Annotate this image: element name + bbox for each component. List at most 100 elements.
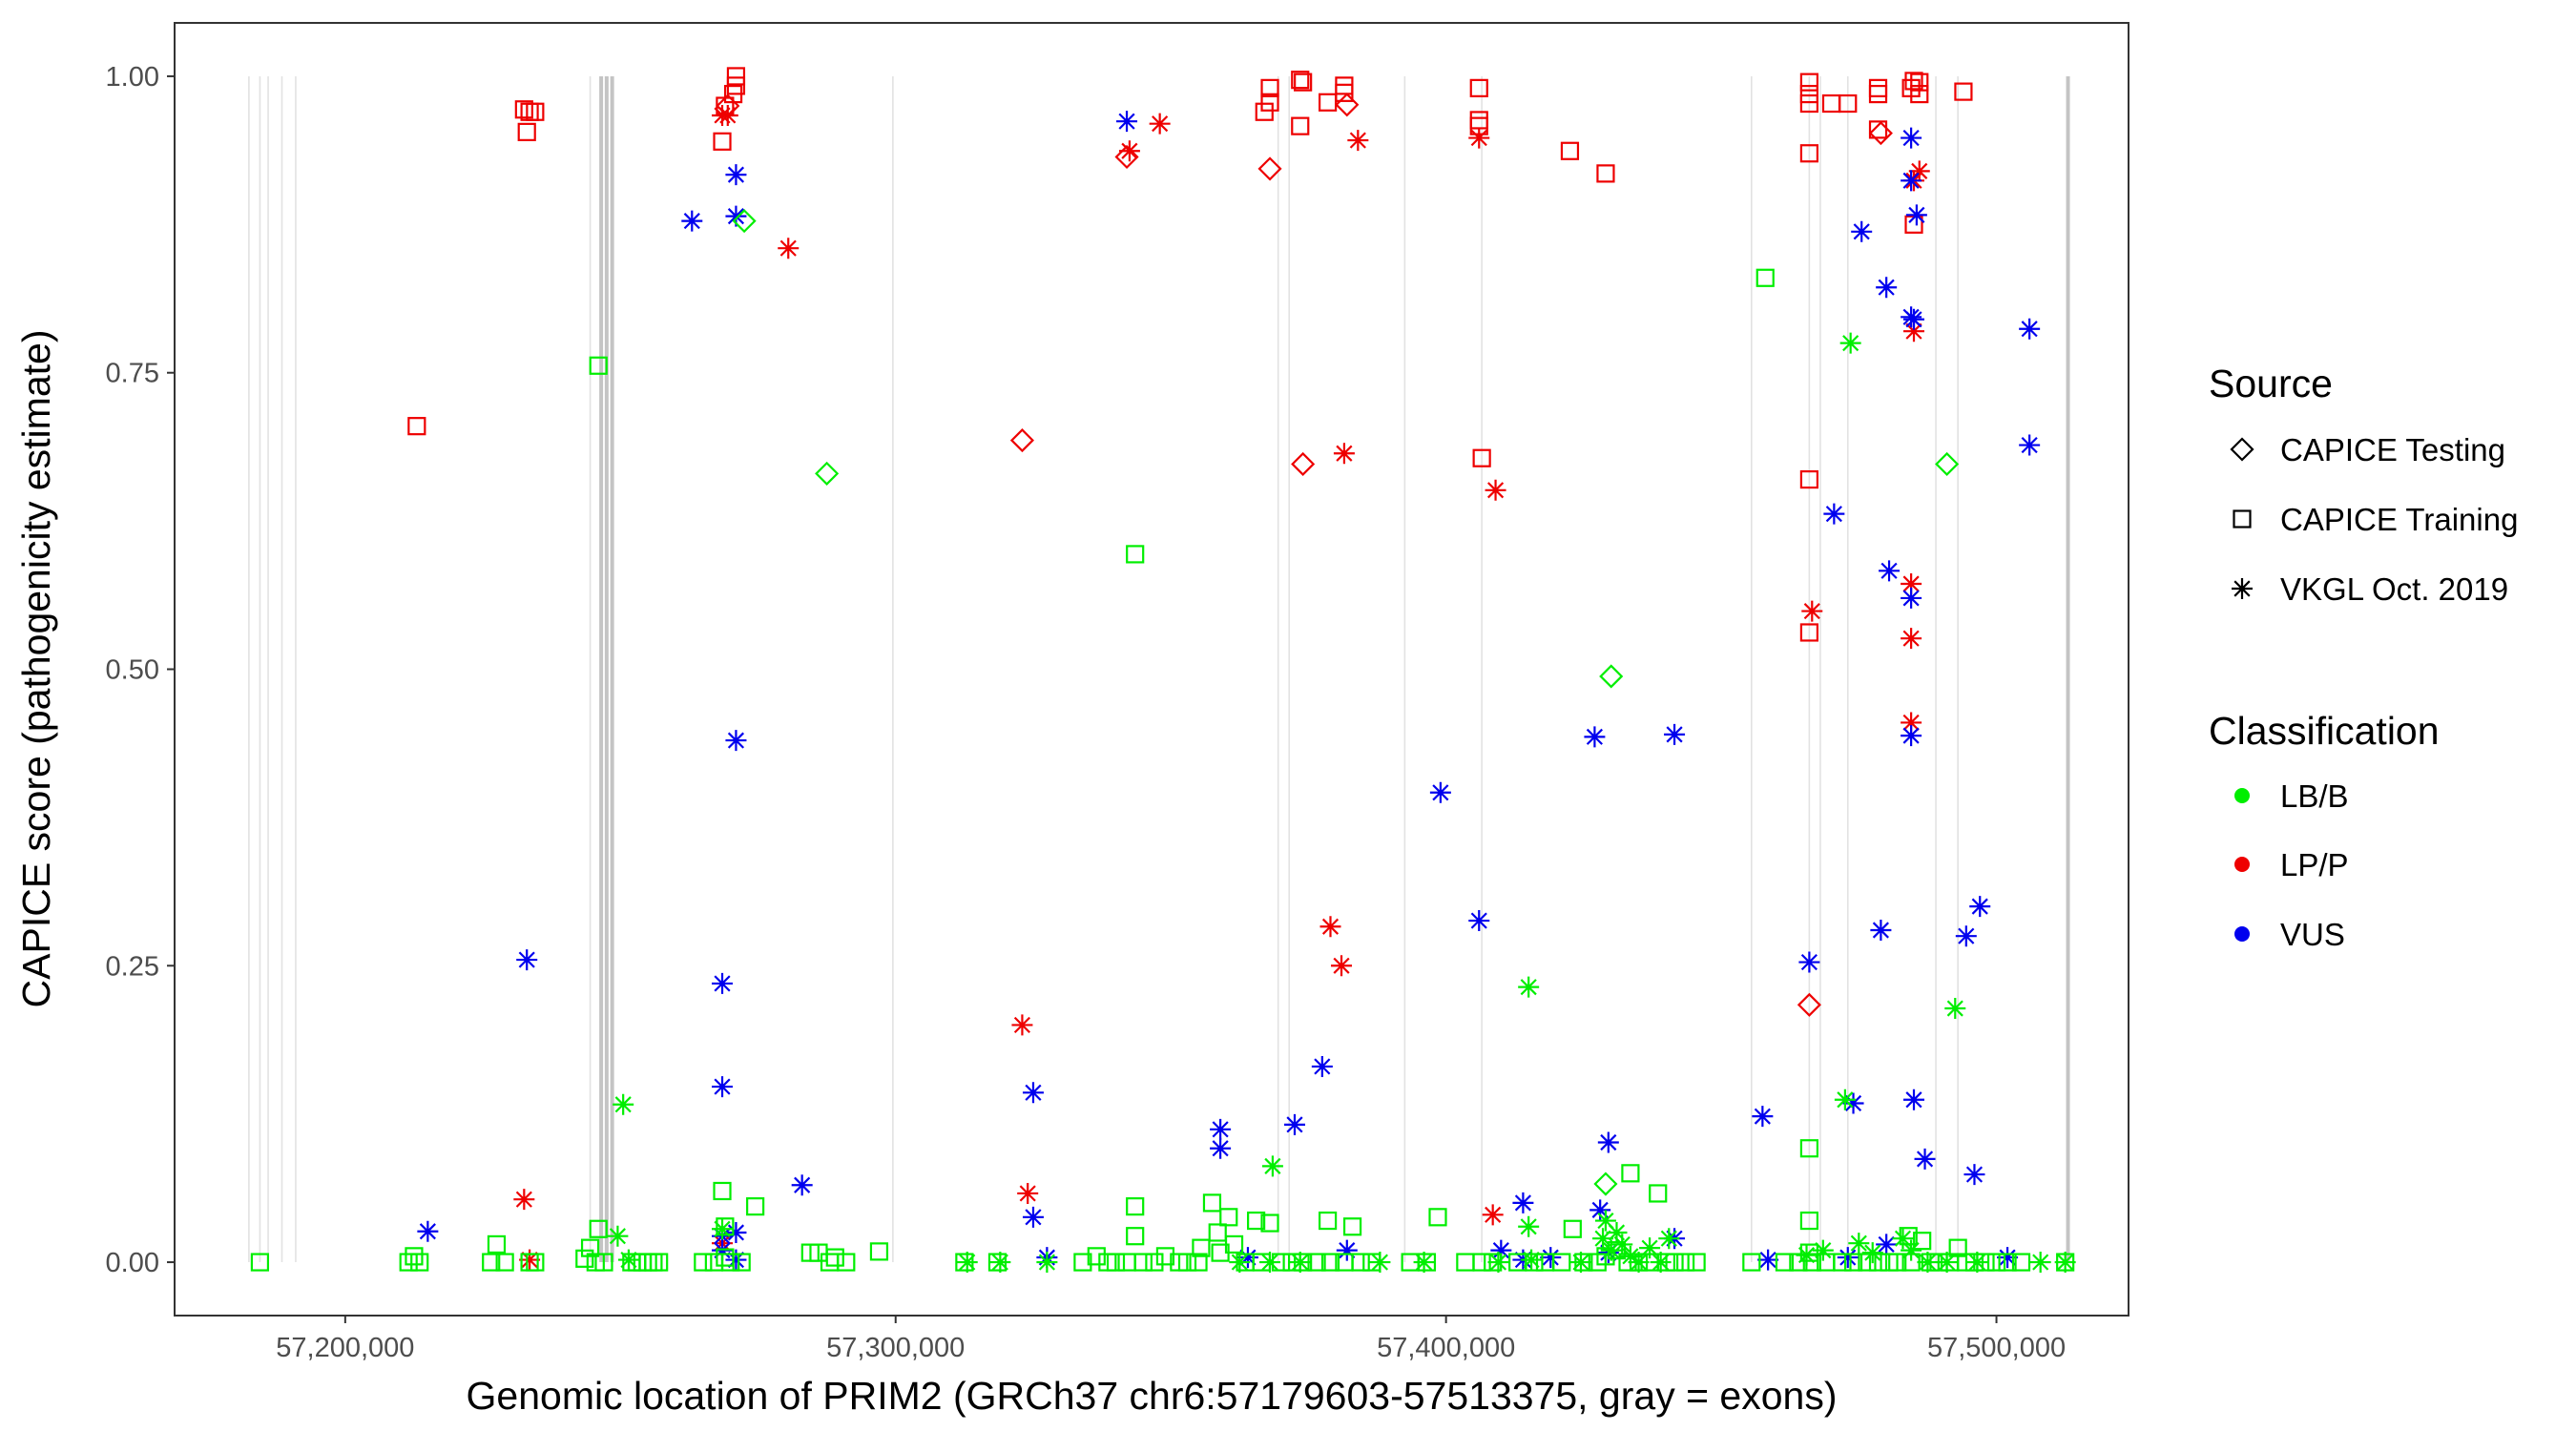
point-vkgl-lpp bbox=[1331, 955, 1353, 977]
point-training-lpp bbox=[1868, 78, 1888, 97]
point-training-lpp bbox=[1291, 116, 1310, 135]
point-training-lbb bbox=[1192, 1238, 1211, 1257]
point-training-lbb bbox=[732, 1253, 751, 1272]
point-vkgl-lbb bbox=[1289, 1252, 1311, 1274]
point-vkgl-vus bbox=[2019, 318, 2041, 340]
point-training-lbb bbox=[1126, 1227, 1145, 1246]
point-vkgl-vus bbox=[1969, 896, 1991, 918]
point-training-lbb bbox=[820, 1253, 840, 1272]
point-vkgl-vus bbox=[1311, 1055, 1333, 1077]
point-training-lpp bbox=[1596, 164, 1615, 183]
point-training-lbb bbox=[1428, 1208, 1447, 1227]
point-vkgl-vus bbox=[725, 1249, 747, 1271]
point-vkgl-lbb bbox=[1834, 1089, 1856, 1110]
point-training-lpp bbox=[1294, 73, 1313, 92]
point-training-lbb bbox=[1224, 1234, 1244, 1255]
point-training-lbb bbox=[1755, 268, 1775, 287]
y-axis-title: CAPICE score (pathogenicity estimate) bbox=[14, 330, 58, 1008]
point-vkgl-lbb bbox=[1036, 1252, 1058, 1274]
point-training-lbb bbox=[1073, 1253, 1092, 1272]
point-testing-lpp bbox=[1868, 121, 1893, 146]
point-vkgl-lpp bbox=[1118, 140, 1140, 162]
point-training-lbb bbox=[1833, 1253, 1852, 1272]
point-vkgl-vus bbox=[1210, 1137, 1232, 1159]
point-training-lbb bbox=[1525, 1253, 1544, 1272]
point-testing-lpp bbox=[1009, 428, 1034, 453]
point-vkgl-vus bbox=[1490, 1239, 1512, 1261]
point-vkgl-lbb bbox=[1892, 1228, 1914, 1250]
point-training-lbb bbox=[482, 1253, 501, 1272]
point-training-lbb bbox=[746, 1197, 765, 1216]
point-vkgl-lpp bbox=[1901, 572, 1922, 594]
point-vkgl-lpp bbox=[1482, 1204, 1504, 1226]
point-training-lbb bbox=[1202, 1193, 1222, 1213]
point-training-lbb bbox=[650, 1253, 669, 1272]
point-training-lbb bbox=[704, 1253, 723, 1272]
point-vkgl-lbb bbox=[1594, 1210, 1616, 1232]
point-training-lpp bbox=[1799, 93, 1818, 114]
point-training-lpp bbox=[726, 67, 746, 86]
x-tick-label: 57,300,000 bbox=[826, 1333, 965, 1363]
legend-key-lbb bbox=[2234, 788, 2250, 803]
legend-key-lpp bbox=[2234, 857, 2250, 872]
point-training-lbb bbox=[1117, 1253, 1136, 1272]
point-training-lbb bbox=[1913, 1232, 1932, 1251]
legend-label-capice-testing: CAPICE Testing bbox=[2280, 432, 2505, 467]
point-training-lpp bbox=[713, 132, 732, 151]
series-testing-lpp bbox=[716, 93, 1893, 1017]
point-training-lbb bbox=[1133, 1253, 1153, 1272]
point-training-lbb bbox=[1687, 1253, 1706, 1272]
point-vkgl-lpp bbox=[1901, 628, 1922, 650]
point-vkgl-vus bbox=[1914, 1148, 1936, 1170]
point-training-lbb bbox=[1563, 1219, 1582, 1238]
point-vkgl-vus bbox=[791, 1174, 813, 1196]
legend-classification: Classification LB/B LP/P VUS bbox=[2209, 709, 2440, 952]
legend-key-vus bbox=[2234, 926, 2250, 942]
point-vkgl-lbb bbox=[1261, 1155, 1283, 1177]
point-training-lpp bbox=[517, 122, 536, 141]
legend-source: Source CAPICE Testing CAPICE Training VK… bbox=[2209, 362, 2518, 607]
point-training-lpp bbox=[1839, 93, 1858, 114]
point-vkgl-vus bbox=[1842, 1092, 1864, 1114]
point-training-lpp bbox=[1904, 72, 1923, 91]
point-vkgl-lbb bbox=[1569, 1252, 1591, 1274]
point-training-lbb bbox=[825, 1248, 844, 1267]
point-vkgl-lpp bbox=[1468, 127, 1490, 149]
point-training-lbb bbox=[721, 1253, 740, 1272]
legend-label-vus: VUS bbox=[2280, 917, 2345, 952]
point-vkgl-vus bbox=[1429, 781, 1451, 803]
point-training-lbb bbox=[694, 1253, 713, 1272]
point-vkgl-vus bbox=[1876, 277, 1898, 299]
point-testing-lbb bbox=[1599, 664, 1624, 689]
point-training-lbb bbox=[1986, 1253, 2006, 1272]
point-testing-lpp bbox=[1257, 156, 1282, 181]
point-vkgl-lbb bbox=[1917, 1252, 1939, 1274]
point-training-lpp bbox=[1910, 73, 1929, 92]
point-training-lbb bbox=[575, 1249, 594, 1268]
point-training-lpp bbox=[407, 417, 426, 436]
point-training-lpp bbox=[1469, 78, 1488, 97]
point-training-lbb bbox=[716, 1217, 735, 1236]
point-vkgl-vus bbox=[1022, 1206, 1044, 1228]
point-vkgl-vus bbox=[1468, 910, 1490, 932]
series-vkgl-lpp bbox=[513, 104, 1930, 1271]
point-training-lbb bbox=[1247, 1211, 1266, 1231]
point-vkgl-lbb bbox=[1936, 1252, 1958, 1274]
point-vkgl-vus bbox=[1901, 127, 1922, 149]
point-training-lbb bbox=[713, 1181, 732, 1201]
point-vkgl-lbb bbox=[1229, 1252, 1251, 1274]
point-training-lbb bbox=[638, 1253, 657, 1272]
point-training-lbb bbox=[1126, 545, 1145, 564]
point-vkgl-vus bbox=[1876, 1234, 1898, 1255]
series-vkgl-lbb bbox=[607, 332, 2076, 1274]
legend-label-lpp: LP/P bbox=[2280, 847, 2349, 882]
point-training-lpp bbox=[1799, 470, 1818, 489]
point-training-lbb bbox=[1552, 1253, 1571, 1272]
point-training-lbb bbox=[1177, 1253, 1197, 1272]
point-vkgl-vus bbox=[2019, 434, 2041, 456]
point-testing-lbb bbox=[732, 209, 757, 234]
point-training-lpp bbox=[1260, 93, 1279, 112]
point-vkgl-vus bbox=[417, 1220, 439, 1242]
point-training-lbb bbox=[1087, 1247, 1106, 1266]
